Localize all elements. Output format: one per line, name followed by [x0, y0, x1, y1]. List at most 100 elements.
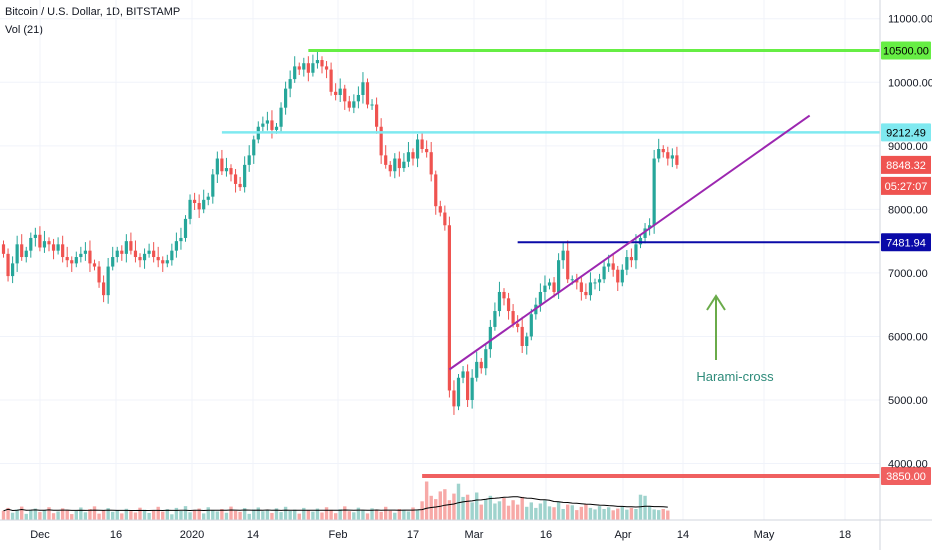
volume-bar: [233, 510, 238, 520]
volume-bar: [625, 509, 629, 520]
volume-bar: [179, 510, 183, 520]
volume-bar: [465, 494, 470, 520]
candle-body: [133, 250, 138, 258]
volume-bar: [502, 498, 506, 520]
candle-body: [1, 244, 6, 254]
candle-body: [561, 250, 565, 261]
volume-bar: [647, 506, 652, 520]
volume-bar: [202, 513, 206, 520]
y-tick-label: 6000.00: [888, 331, 928, 343]
candle-body: [584, 291, 588, 296]
candle-body: [384, 155, 388, 165]
volume-bar: [543, 500, 547, 520]
volume-indicator-label[interactable]: Vol (21): [5, 24, 43, 36]
x-tick-label: May: [754, 529, 775, 541]
volume-bar: [24, 513, 28, 520]
volume-bar: [479, 504, 483, 520]
volume-bar: [256, 507, 260, 520]
candle-body: [497, 291, 502, 312]
volume-bar: [511, 500, 515, 520]
candle-body: [315, 60, 320, 64]
y-tick-label: 7000.00: [888, 268, 928, 280]
candle-body: [29, 237, 33, 251]
volume-bar: [525, 506, 529, 520]
volume-bar: [79, 507, 83, 520]
harami-cross-label: Harami-cross: [696, 369, 774, 384]
volume-bar: [106, 508, 110, 520]
volume-bar: [302, 507, 306, 520]
candle-body: [111, 257, 115, 267]
candle-body: [511, 311, 515, 324]
volume-bar: [88, 509, 92, 520]
volume-bar: [206, 507, 210, 520]
purple-trendline: [448, 114, 811, 371]
volume-bars: [1, 481, 670, 520]
candle-body: [443, 212, 447, 226]
volume-bar: [361, 510, 365, 520]
volume-bar: [10, 512, 15, 520]
candle-body: [302, 63, 306, 70]
volume-bar: [493, 503, 497, 520]
level-tag-red: [881, 467, 931, 485]
candle-body: [552, 282, 556, 292]
volume-bar: [411, 507, 415, 520]
volume-bar: [602, 509, 606, 520]
volume-bar: [297, 513, 301, 520]
candle-body: [479, 361, 483, 369]
volume-bar: [74, 510, 78, 520]
volume-bar: [329, 509, 333, 520]
volume-bar: [588, 507, 593, 520]
level-tag-label-cyan: 9212.49: [886, 127, 926, 139]
candle-body: [625, 257, 629, 270]
candle-body: [247, 155, 251, 165]
candlesticks: [1, 49, 679, 415]
last-price-tag: [881, 155, 931, 174]
x-tick-label: 16: [540, 529, 552, 541]
candle-body: [415, 139, 420, 159]
candle-body: [11, 263, 15, 277]
candle-body: [288, 79, 292, 89]
candle-body: [170, 250, 174, 261]
volume-bar: [534, 507, 538, 520]
volume-bar: [138, 507, 142, 520]
candle-body: [233, 174, 238, 184]
candle-body: [488, 326, 492, 350]
x-tick-label: 16: [110, 529, 122, 541]
level-tag-label-green: 10500.00: [883, 46, 929, 58]
candle-body: [297, 66, 301, 70]
candle-body: [47, 241, 51, 245]
volume-bar: [101, 510, 106, 520]
candle-body: [657, 148, 661, 159]
volume-bar: [92, 506, 97, 520]
x-tick-label: 2020: [180, 529, 204, 541]
candle-body: [206, 196, 210, 200]
volume-bar: [424, 481, 429, 520]
candle-body: [88, 250, 92, 264]
grid: [0, 0, 880, 520]
candle-body: [484, 349, 488, 369]
volume-bar: [274, 508, 279, 520]
harami-arrow-head: [706, 294, 726, 311]
candle-body: [38, 234, 42, 248]
candle-body: [156, 257, 160, 261]
volume-bar: [547, 506, 552, 520]
volume-bar: [638, 494, 643, 520]
volume-bar: [15, 509, 19, 520]
y-tick-label: 8000.00: [888, 204, 928, 216]
volume-bar: [97, 513, 101, 520]
volume-bar: [579, 506, 584, 520]
candle-body: [516, 323, 520, 327]
volume-bar: [593, 509, 597, 520]
candle-body: [634, 244, 638, 261]
volume-bar: [51, 513, 56, 520]
volume-bar: [29, 509, 33, 520]
volume-ma-line: [3, 496, 668, 512]
volume-bar: [315, 508, 320, 520]
candle-body: [193, 199, 197, 204]
candle-body: [202, 199, 206, 210]
volume-bar: [520, 496, 524, 520]
candle-body: [70, 260, 74, 264]
level-tag-blue: [881, 233, 931, 252]
volume-bar: [575, 510, 579, 520]
